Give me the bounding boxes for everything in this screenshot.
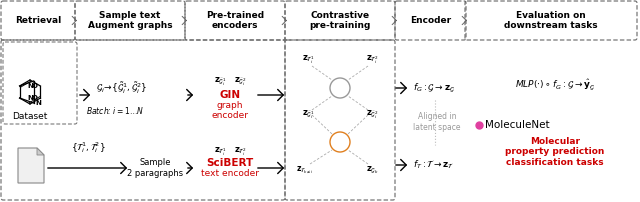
Text: $\mathbf{z}_{\mathcal{G}_k}$: $\mathbf{z}_{\mathcal{G}_k}$ (365, 164, 378, 176)
Text: Sample text
Augment graphs: Sample text Augment graphs (88, 11, 172, 30)
Text: $\mathbf{z}_{\tilde{\mathcal{G}}_i^1}$: $\mathbf{z}_{\tilde{\mathcal{G}}_i^1}$ (214, 76, 227, 88)
Text: N: N (27, 95, 33, 101)
Text: Pre-trained
encoders: Pre-trained encoders (206, 11, 264, 30)
Text: encoder: encoder (211, 110, 248, 120)
Circle shape (330, 132, 350, 152)
Text: MoleculeNet: MoleculeNet (485, 120, 550, 130)
Text: Evaluation on
downstream tasks: Evaluation on downstream tasks (504, 11, 598, 30)
Text: Batch: $i=1\ldots N$: Batch: $i=1\ldots N$ (86, 105, 144, 116)
Text: $\mathbf{z}_{\mathcal{T}_i^1}$: $\mathbf{z}_{\mathcal{T}_i^1}$ (302, 54, 314, 66)
Text: Aligned in
latent space: Aligned in latent space (413, 112, 461, 132)
Text: N: N (27, 83, 33, 89)
Text: $\mathcal{G}_i\!\rightarrow\!\{\tilde{\mathcal{G}}_i^1,\tilde{\mathcal{G}}_i^2\}: $\mathcal{G}_i\!\rightarrow\!\{\tilde{\m… (96, 80, 147, 96)
Text: Dataset: Dataset (12, 112, 48, 121)
Text: Contrastive
pre-training: Contrastive pre-training (309, 11, 371, 30)
Text: $\{\mathcal{T}_i^1,\mathcal{T}_i^2\}$: $\{\mathcal{T}_i^1,\mathcal{T}_i^2\}$ (70, 141, 106, 156)
Text: Encoder: Encoder (410, 16, 451, 25)
Text: $f_G:\mathcal{G}\rightarrow \mathbf{z}_\mathcal{G}$: $f_G:\mathcal{G}\rightarrow \mathbf{z}_\… (413, 82, 455, 95)
Text: $\mathbf{z}_{\tilde{\mathcal{G}}_i^1}$: $\mathbf{z}_{\tilde{\mathcal{G}}_i^1}$ (301, 109, 314, 121)
Polygon shape (18, 148, 44, 183)
Text: $\mathbf{z}_{\tilde{\mathcal{G}}_i^2}$: $\mathbf{z}_{\tilde{\mathcal{G}}_i^2}$ (234, 76, 246, 88)
Text: SciBERT: SciBERT (206, 158, 253, 168)
Text: $-$: $-$ (333, 135, 347, 149)
Text: $\mathbf{z}_{\mathcal{T}_i^1}$: $\mathbf{z}_{\mathcal{T}_i^1}$ (214, 146, 226, 158)
Text: O: O (31, 83, 37, 89)
Text: $+$: $+$ (334, 81, 346, 95)
Text: $MLP(\cdot)\circ f_G:\mathcal{G}\rightarrow \hat{\mathbf{y}}_\mathcal{G}$: $MLP(\cdot)\circ f_G:\mathcal{G}\rightar… (515, 78, 595, 92)
Circle shape (330, 78, 350, 98)
Text: $\mathbf{z}_{\mathcal{T}_i^2}$: $\mathbf{z}_{\mathcal{T}_i^2}$ (234, 146, 246, 158)
Text: O: O (31, 95, 37, 101)
Text: $\mathbf{z}_{\tilde{\mathcal{G}}_i^2}$: $\mathbf{z}_{\tilde{\mathcal{G}}_i^2}$ (365, 109, 378, 121)
Text: $\mathbf{z}_{\mathcal{T}_{k\neq i}}$: $\mathbf{z}_{\mathcal{T}_{k\neq i}}$ (296, 164, 314, 176)
Text: GIN: GIN (220, 90, 241, 100)
Text: $f_T:\mathcal{T}\rightarrow \mathbf{z}_\mathcal{T}$: $f_T:\mathcal{T}\rightarrow \mathbf{z}_\… (413, 159, 454, 171)
Text: $\mathbf{z}_{\mathcal{T}_i^2}$: $\mathbf{z}_{\mathcal{T}_i^2}$ (366, 54, 378, 66)
Text: Sample
2 paragraphs: Sample 2 paragraphs (127, 158, 183, 178)
Text: text encoder: text encoder (201, 169, 259, 179)
Polygon shape (37, 148, 44, 155)
Text: Retrieval: Retrieval (15, 16, 61, 25)
Text: Molecular
property prediction
classification tasks: Molecular property prediction classifica… (506, 137, 605, 167)
Text: N: N (36, 100, 42, 106)
Text: graph: graph (217, 101, 243, 110)
